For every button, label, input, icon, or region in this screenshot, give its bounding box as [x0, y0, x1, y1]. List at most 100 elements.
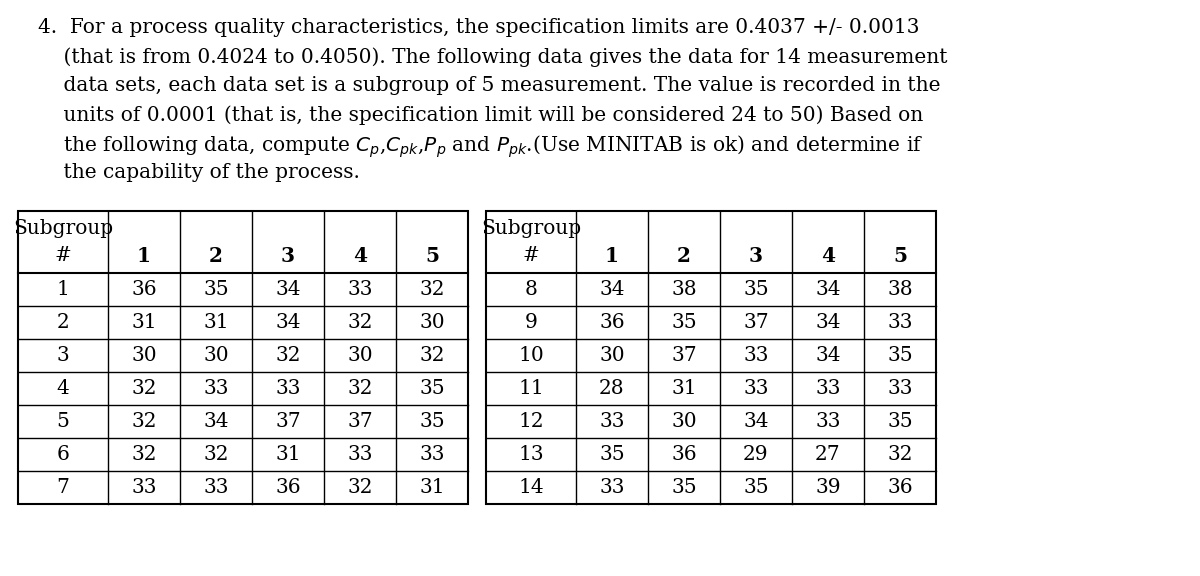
Text: 32: 32 [347, 313, 373, 332]
Text: 32: 32 [419, 280, 445, 299]
Text: 36: 36 [599, 313, 625, 332]
Text: 35: 35 [203, 280, 229, 299]
Text: 35: 35 [887, 412, 913, 431]
Text: 30: 30 [599, 346, 625, 365]
Text: (that is from 0.4024 to 0.4050). The following data gives the data for 14 measur: (that is from 0.4024 to 0.4050). The fol… [38, 47, 948, 67]
Text: 14: 14 [518, 478, 544, 497]
Text: the following data, compute $C_{p}$,$C_{pk}$,$P_{p}$ and $P_{pk}$.(Use MINITAB i: the following data, compute $C_{p}$,$C_{… [38, 134, 924, 161]
Text: 30: 30 [347, 346, 373, 365]
Text: 29: 29 [743, 445, 769, 464]
Text: 13: 13 [518, 445, 544, 464]
Text: 34: 34 [203, 412, 229, 431]
Text: 34: 34 [275, 280, 301, 299]
Text: 3: 3 [749, 245, 763, 266]
Text: 37: 37 [347, 412, 373, 431]
Text: Subgroup: Subgroup [481, 219, 581, 238]
Text: 35: 35 [599, 445, 625, 464]
Text: 2: 2 [209, 245, 223, 266]
Text: 3: 3 [281, 245, 295, 266]
Text: 1: 1 [137, 245, 151, 266]
Text: #: # [523, 246, 539, 265]
Text: 5: 5 [893, 245, 907, 266]
Text: 32: 32 [275, 346, 301, 365]
Text: 37: 37 [743, 313, 769, 332]
Text: 11: 11 [518, 379, 544, 398]
Text: 31: 31 [419, 478, 445, 497]
Text: 27: 27 [815, 445, 841, 464]
Text: 28: 28 [599, 379, 625, 398]
Text: 4.  For a process quality characteristics, the specification limits are 0.4037 +: 4. For a process quality characteristics… [38, 18, 919, 37]
Text: units of 0.0001 (that is, the specification limit will be considered 24 to 50) B: units of 0.0001 (that is, the specificat… [38, 105, 923, 124]
Text: 6: 6 [56, 445, 70, 464]
Text: 1: 1 [56, 280, 70, 299]
Text: 2: 2 [677, 245, 691, 266]
Text: 30: 30 [131, 346, 157, 365]
Text: 2: 2 [56, 313, 70, 332]
Text: 32: 32 [419, 346, 445, 365]
Text: 33: 33 [203, 379, 229, 398]
Text: 35: 35 [743, 280, 769, 299]
Text: 31: 31 [131, 313, 157, 332]
Text: 32: 32 [131, 412, 157, 431]
Text: 12: 12 [518, 412, 544, 431]
Text: 35: 35 [887, 346, 913, 365]
Text: 32: 32 [887, 445, 913, 464]
Text: 9: 9 [524, 313, 538, 332]
Text: 34: 34 [599, 280, 625, 299]
Text: 32: 32 [347, 478, 373, 497]
Text: 38: 38 [887, 280, 913, 299]
Text: 1: 1 [605, 245, 619, 266]
Text: 32: 32 [131, 445, 157, 464]
Text: Subgroup: Subgroup [13, 219, 113, 238]
Text: 36: 36 [887, 478, 913, 497]
Text: 4: 4 [56, 379, 70, 398]
Text: 34: 34 [815, 313, 841, 332]
Bar [18, 211, 468, 504]
Text: 32: 32 [347, 379, 373, 398]
Text: 32: 32 [131, 379, 157, 398]
Bar [486, 211, 936, 504]
Text: 31: 31 [203, 313, 229, 332]
Text: 31: 31 [275, 445, 301, 464]
Text: 33: 33 [347, 280, 373, 299]
Text: 33: 33 [887, 313, 913, 332]
Text: 35: 35 [419, 412, 445, 431]
Text: 37: 37 [275, 412, 301, 431]
Text: 36: 36 [131, 280, 157, 299]
Text: 3: 3 [56, 346, 70, 365]
Text: 32: 32 [203, 445, 229, 464]
Text: 31: 31 [671, 379, 697, 398]
Text: 30: 30 [419, 313, 445, 332]
Text: 5: 5 [425, 245, 439, 266]
Text: 33: 33 [887, 379, 913, 398]
Text: the capability of the process.: the capability of the process. [38, 163, 360, 182]
Text: 33: 33 [599, 478, 625, 497]
Text: 30: 30 [203, 346, 229, 365]
Text: 36: 36 [671, 445, 697, 464]
Text: 5: 5 [56, 412, 70, 431]
Text: 33: 33 [815, 412, 841, 431]
Text: 33: 33 [743, 346, 769, 365]
Text: 34: 34 [815, 280, 841, 299]
Text: 4: 4 [353, 245, 367, 266]
Text: data sets, each data set is a subgroup of 5 measurement. The value is recorded i: data sets, each data set is a subgroup o… [38, 76, 941, 95]
Text: 10: 10 [518, 346, 544, 365]
Text: 34: 34 [275, 313, 301, 332]
Text: 35: 35 [671, 478, 697, 497]
Text: 33: 33 [203, 478, 229, 497]
Text: 33: 33 [275, 379, 301, 398]
Text: 33: 33 [815, 379, 841, 398]
Text: 34: 34 [743, 412, 769, 431]
Text: 35: 35 [743, 478, 769, 497]
Text: 36: 36 [275, 478, 301, 497]
Text: #: # [55, 246, 71, 265]
Text: 8: 8 [524, 280, 538, 299]
Text: 33: 33 [419, 445, 445, 464]
Text: 35: 35 [671, 313, 697, 332]
Text: 7: 7 [56, 478, 70, 497]
Text: 30: 30 [671, 412, 697, 431]
Text: 38: 38 [671, 280, 697, 299]
Text: 35: 35 [419, 379, 445, 398]
Text: 33: 33 [131, 478, 157, 497]
Text: 33: 33 [599, 412, 625, 431]
